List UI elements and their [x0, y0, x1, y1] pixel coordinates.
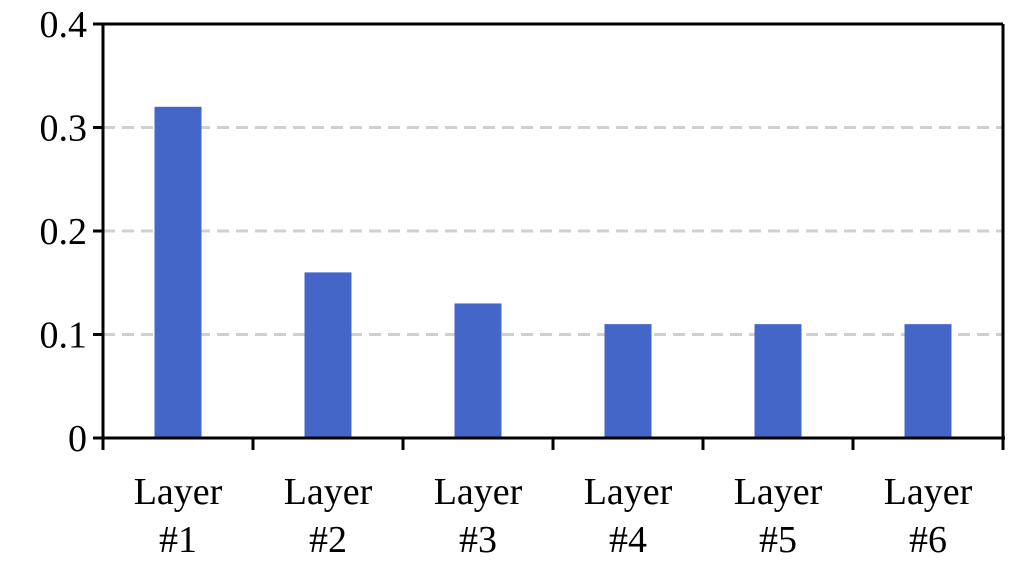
gridlines — [103, 128, 1003, 335]
bar-layer-3 — [455, 303, 502, 438]
y-tick-label: 0.2 — [40, 211, 88, 253]
bars — [155, 107, 952, 438]
axes — [93, 24, 1005, 450]
x-category-label: Layer #6 — [884, 471, 973, 561]
x-category-label: Layer #1 — [134, 471, 223, 561]
bar-layer-1 — [155, 107, 202, 438]
bar-layer-5 — [755, 324, 802, 438]
bar-layer-6 — [905, 324, 952, 438]
y-tick-label: 0.1 — [40, 315, 88, 357]
y-tick-label: 0.3 — [40, 108, 88, 150]
bar-layer-2 — [305, 272, 352, 438]
x-category-label: Layer #3 — [434, 471, 523, 561]
bar-layer-4 — [605, 324, 652, 438]
y-tick-label: 0 — [68, 418, 87, 460]
x-category-label: Layer #2 — [284, 471, 373, 561]
x-category-label: Layer #4 — [584, 471, 673, 561]
x-category-label: Layer #5 — [734, 471, 823, 561]
y-tick-label: 0.4 — [40, 4, 88, 46]
